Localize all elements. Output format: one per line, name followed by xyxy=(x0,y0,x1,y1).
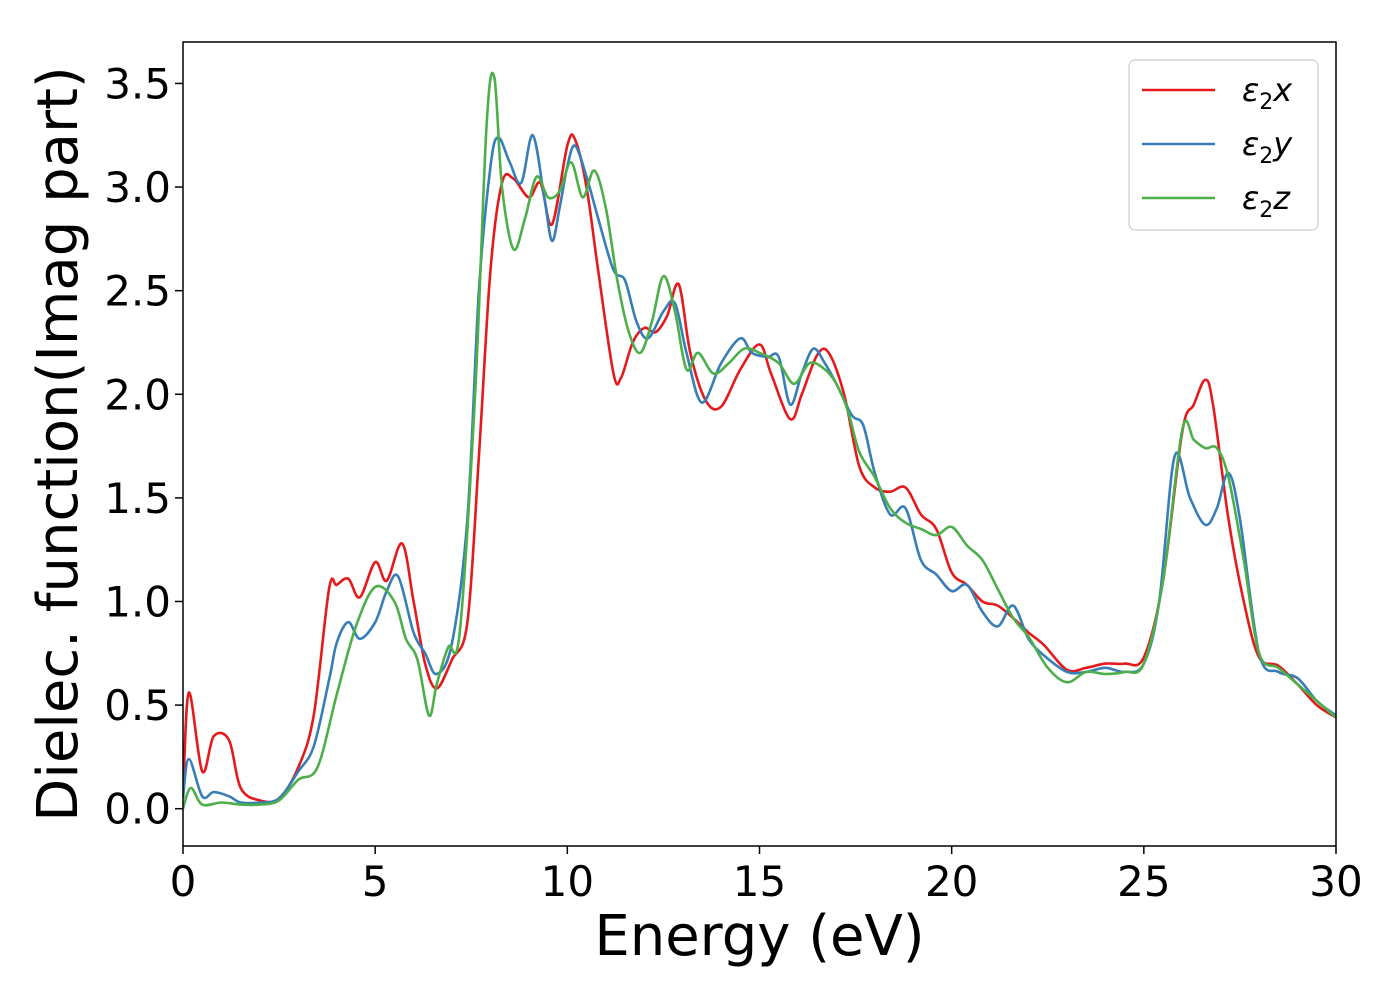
x-tick-label: 30 xyxy=(1309,857,1362,906)
y-tick-label: 3.0 xyxy=(104,163,171,212)
series-line-z xyxy=(183,71,1336,810)
series-layer xyxy=(183,71,1336,810)
legend-entry-x: ε2x xyxy=(1242,71,1293,115)
x-axis-title: Energy (eV) xyxy=(594,904,924,969)
y-tick-label: 0.0 xyxy=(104,785,171,834)
x-tick-label: 25 xyxy=(1117,857,1170,906)
legend-entry-z: ε2z xyxy=(1242,179,1291,223)
x-tick-label: 20 xyxy=(925,857,978,906)
x-tick-label: 0 xyxy=(170,857,197,906)
y-tick-label: 3.5 xyxy=(104,59,171,108)
x-tick-label: 15 xyxy=(733,857,786,906)
legend-box xyxy=(1128,59,1319,231)
y-tick-label: 1.0 xyxy=(104,577,171,626)
y-tick-label: 0.5 xyxy=(104,681,171,730)
series-line-y xyxy=(183,133,1336,805)
y-axis-title: Dielec. function(Imag part) xyxy=(26,66,91,822)
y-tick-label: 2.0 xyxy=(104,370,171,419)
y-tick-label: 1.5 xyxy=(104,474,171,523)
x-tick-label: 10 xyxy=(541,857,594,906)
series-line-x xyxy=(183,133,1336,804)
legend: ε2x ε2y ε2z xyxy=(1128,59,1319,231)
legend-entry-y: ε2y xyxy=(1242,125,1293,169)
tick-layer: 0 5 10 15 20 25 30 0.0 0.5 1.0 1.5 2.0 2.5 3.0 3.5 xyxy=(104,59,1363,906)
x-tick-label: 5 xyxy=(362,857,389,906)
y-tick-label: 2.5 xyxy=(104,267,171,316)
